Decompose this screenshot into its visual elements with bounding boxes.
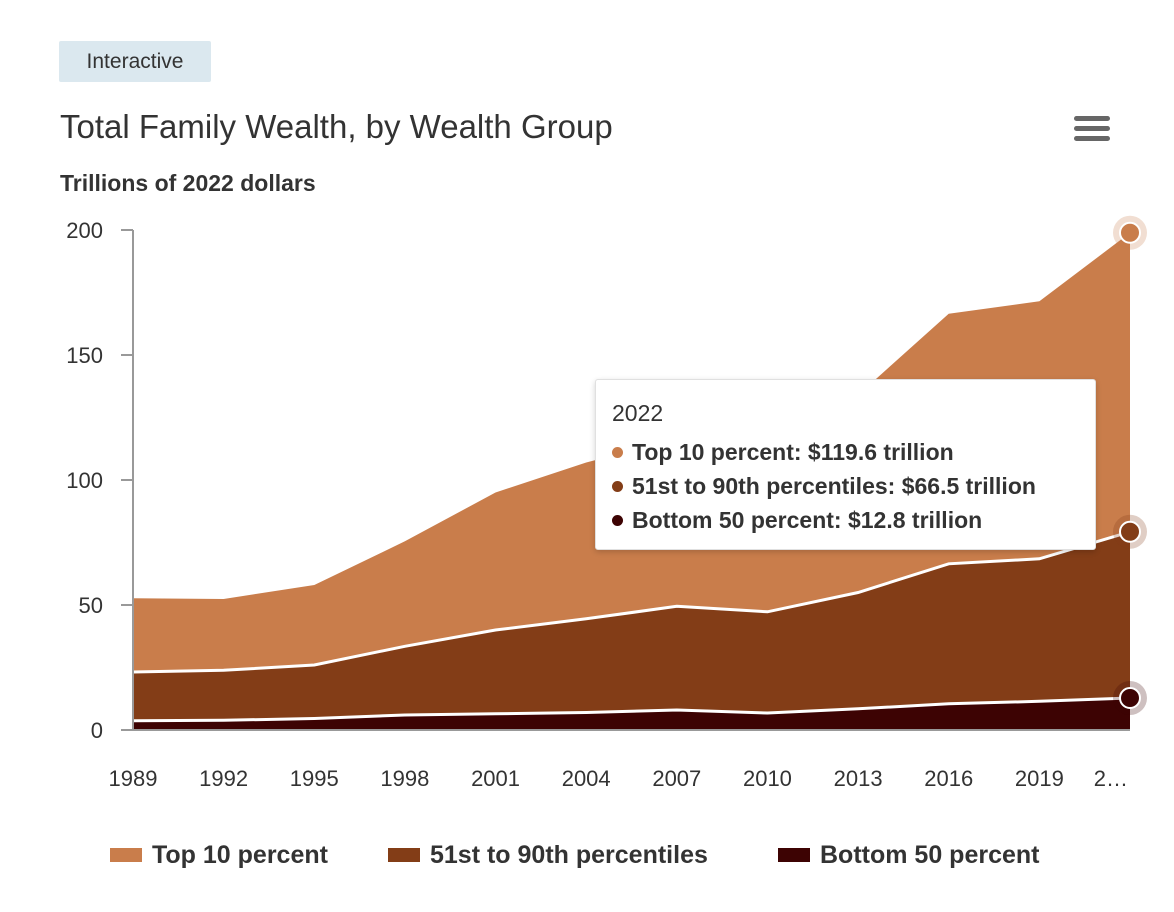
legend-swatch-icon: [110, 848, 142, 862]
hamburger-menu-icon[interactable]: [1074, 116, 1110, 146]
y-tick-label: 100: [66, 468, 103, 493]
legend: Top 10 percent 51st to 90th percentiles …: [110, 838, 1110, 872]
y-tick-label: 200: [66, 218, 103, 243]
legend-swatch-icon: [388, 848, 420, 862]
tooltip-row-top10: Top 10 percent: $119.6 trillion: [612, 435, 1095, 469]
x-tick-label: 2001: [471, 766, 520, 791]
legend-item-bottom50[interactable]: Bottom 50 percent: [778, 838, 1039, 872]
y-tick-label: 0: [91, 718, 103, 743]
x-tick-label: 1995: [290, 766, 339, 791]
x-tick-label: 2019: [1015, 766, 1064, 791]
menu-bar: [1074, 136, 1110, 141]
legend-item-middle40[interactable]: 51st to 90th percentiles: [388, 838, 708, 872]
chart-markers: [1113, 215, 1147, 715]
legend-label: Bottom 50 percent: [820, 841, 1040, 869]
data-point-marker[interactable]: [1119, 221, 1141, 244]
legend-label: 51st to 90th percentiles: [430, 841, 708, 869]
x-tick-label: 2010: [743, 766, 792, 791]
chart-title: Total Family Wealth, by Wealth Group: [60, 108, 613, 145]
tooltip: 2022 Top 10 percent: $119.6 trillion 51s…: [595, 379, 1096, 550]
tooltip-row-bottom50: Bottom 50 percent: $12.8 trillion: [612, 503, 1095, 537]
legend-swatch-icon: [778, 848, 810, 862]
chart-lines: [132, 530, 1131, 723]
area-51st-to-90th-percentiles[interactable]: [133, 531, 1130, 721]
tooltip-year: 2022: [612, 400, 664, 426]
y-axis-label: Trillions of 2022 dollars: [60, 170, 316, 196]
menu-bar: [1074, 116, 1110, 121]
chart-axes: 0 50 100 150 200 1989 1992 1995 1998 2001 2004 2007…: [66, 218, 1130, 791]
tooltip-text: Top 10 percent: $119.6 trillion: [632, 439, 954, 465]
tooltip-text: 51st to 90th percentiles: $66.5 trillion: [632, 473, 1036, 499]
series-line: [132, 696, 1131, 723]
x-tick-label: 1989: [109, 766, 158, 791]
data-point-marker[interactable]: [1119, 687, 1141, 709]
x-tick-label: 1992: [199, 766, 248, 791]
interactive-badge: Interactive: [59, 41, 211, 82]
x-tick-label: 2007: [652, 766, 701, 791]
x-tick-label: 2013: [834, 766, 883, 791]
tooltip-text: Bottom 50 percent: $12.8 trillion: [632, 507, 983, 533]
legend-label: Top 10 percent: [152, 841, 328, 869]
data-point-marker[interactable]: [1119, 520, 1141, 543]
x-tick-label: 2016: [924, 766, 973, 791]
menu-bar: [1074, 126, 1110, 131]
y-tick-label: 50: [79, 593, 103, 618]
series-line: [132, 530, 1131, 674]
legend-item-top10[interactable]: Top 10 percent: [110, 838, 328, 872]
tooltip-row-middle40: 51st to 90th percentiles: $66.5 trillion: [612, 469, 1095, 503]
x-tick-label: 1998: [380, 766, 429, 791]
tooltip-dot-icon: [612, 447, 623, 458]
area-bottom-50-percent[interactable]: [133, 698, 1130, 730]
y-tick-label: 150: [66, 343, 103, 368]
tooltip-dot-icon: [612, 515, 623, 526]
x-tick-label: 2004: [562, 766, 611, 791]
x-tick-label: 2…: [1094, 766, 1128, 791]
tooltip-dot-icon: [612, 481, 623, 492]
